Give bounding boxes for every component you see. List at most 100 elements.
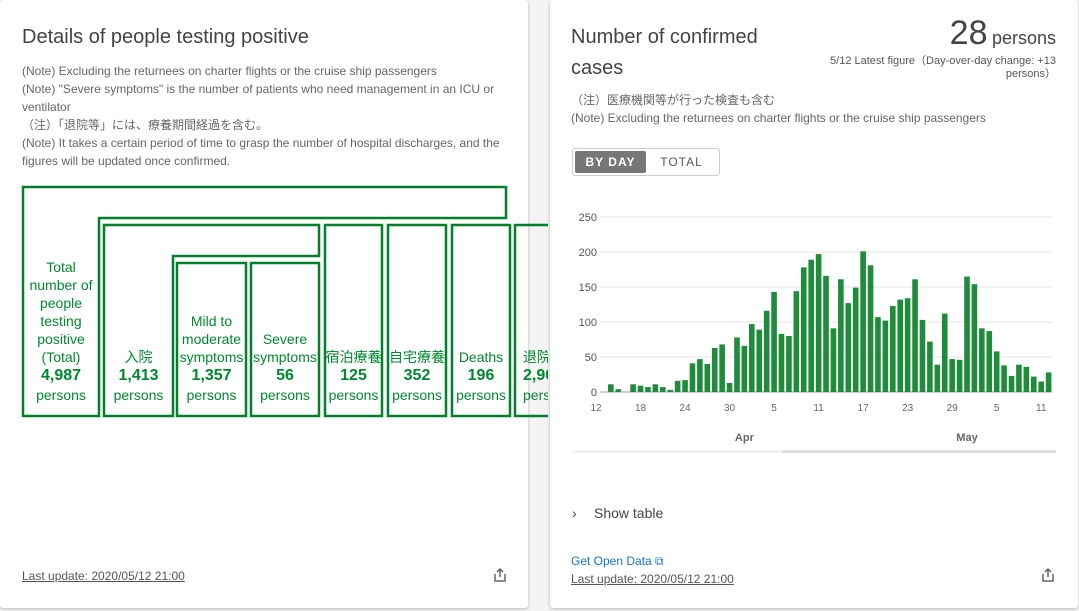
box-unit: persons	[186, 387, 237, 403]
toggle-button[interactable]: TOTAL	[660, 155, 703, 169]
bar	[890, 305, 896, 392]
bar	[956, 359, 963, 392]
box-unit: persons	[523, 387, 548, 403]
diagram: Total number of people testing positive …	[0, 0, 548, 430]
bar	[875, 317, 881, 392]
bar	[934, 364, 941, 392]
frame	[249, 261, 321, 418]
box-label: 宿泊療養	[325, 349, 382, 365]
bar	[749, 324, 755, 392]
frame	[513, 223, 548, 418]
bar	[852, 287, 859, 392]
bar	[904, 298, 911, 392]
bar	[652, 384, 659, 392]
box-value: 196	[467, 367, 495, 384]
bar	[815, 254, 822, 392]
card-title: Number of confirmed cases	[571, 26, 758, 79]
bar	[949, 359, 955, 392]
bar	[615, 389, 622, 392]
x-tick-label: 29	[947, 403, 959, 414]
box-unit: persons	[456, 387, 506, 403]
box-unit: persons	[36, 387, 86, 403]
bar	[941, 313, 948, 392]
box: 退院等 2,901 persons	[515, 225, 548, 416]
scrollbar-track	[572, 450, 782, 453]
scrollbar-thumb[interactable]	[782, 450, 1056, 453]
caption: 5/12 Latest figure（Day-over-day change: …	[830, 55, 1056, 80]
x-tick-label: 11	[813, 403, 824, 414]
bar	[800, 267, 807, 392]
link-text[interactable]: Get Open Data	[571, 554, 652, 568]
bar	[659, 387, 666, 392]
y-tick-label: 0	[591, 387, 597, 399]
y-tick-label: 50	[585, 352, 597, 364]
bar	[786, 336, 792, 392]
bar	[823, 275, 829, 392]
frame	[102, 223, 321, 418]
bar	[1038, 381, 1044, 392]
left-card: Details of people testing positive (Note…	[0, 0, 528, 608]
box: Severe symptoms 56 persons	[251, 263, 319, 416]
share-icon[interactable]	[492, 567, 508, 583]
box: Deaths 196 persons	[452, 225, 510, 416]
show-table-label[interactable]: Show table	[594, 505, 664, 521]
y-tick-label: 150	[579, 282, 597, 294]
box-label: 退院等	[523, 349, 548, 365]
frame	[450, 223, 512, 418]
bar	[793, 291, 800, 392]
bar	[808, 259, 814, 392]
note: (Note) It takes a certain period of time…	[22, 136, 500, 168]
chart: 0 50 100 150 200 250 12 18 24 30 5 11 17 23 29 5 11 Apr Ma…	[579, 212, 1052, 444]
bar	[763, 310, 770, 392]
last-update: Last update: 2020/05/12 21:00	[571, 572, 734, 586]
box-value: 2,901	[523, 367, 548, 384]
box-value: 1,357	[191, 367, 232, 384]
bar	[1001, 365, 1007, 392]
frame	[323, 223, 384, 418]
bar	[778, 333, 785, 392]
box-value: 56	[276, 367, 294, 384]
box: Mild to moderate symptoms 1,357 persons	[177, 263, 246, 416]
show-table[interactable]: › Show table	[572, 505, 664, 521]
bar	[608, 384, 614, 392]
bar	[927, 341, 933, 392]
frame	[21, 185, 508, 418]
bar	[1008, 375, 1015, 392]
bar	[1016, 364, 1022, 392]
frame	[175, 261, 248, 418]
bar	[1023, 366, 1030, 392]
bar	[734, 337, 740, 392]
bar	[986, 331, 993, 392]
month-label: Apr	[735, 432, 755, 444]
y-tick-label: 200	[579, 247, 597, 259]
open-data-link[interactable]: Get Open Data ⧉	[571, 554, 664, 568]
bar	[645, 387, 651, 392]
bar	[979, 328, 985, 392]
last-update: Last update: 2020/05/12 21:00	[22, 569, 185, 583]
notes: (Note) Excluding the returnees on charte…	[22, 62, 507, 170]
bar	[882, 320, 889, 392]
x-tick-label: 24	[679, 403, 691, 414]
bar	[711, 347, 718, 392]
month-label: May	[956, 432, 978, 444]
bar	[971, 284, 978, 392]
diagram-frames	[21, 185, 548, 418]
headline: 28 persons	[950, 14, 1056, 53]
x-tick-label: 5	[994, 403, 1000, 414]
y-tick-label: 100	[579, 317, 597, 329]
bar	[697, 359, 703, 392]
share-icon[interactable]	[1040, 567, 1056, 583]
box-unit: persons	[260, 387, 310, 403]
box: 宿泊療養 125 persons	[325, 225, 382, 416]
bar	[897, 299, 904, 392]
note: (Note) Excluding the returnees on charte…	[22, 64, 437, 78]
bar	[964, 276, 970, 392]
note: （注）「退院等」には、療養期間経過を含む。	[22, 118, 269, 132]
box-value: 4,987	[40, 367, 82, 384]
bar	[993, 351, 1000, 392]
toggle-button[interactable]: BY DAY	[575, 151, 646, 173]
box-value: 1,413	[118, 367, 159, 384]
bar	[919, 319, 926, 392]
bar	[630, 384, 636, 392]
